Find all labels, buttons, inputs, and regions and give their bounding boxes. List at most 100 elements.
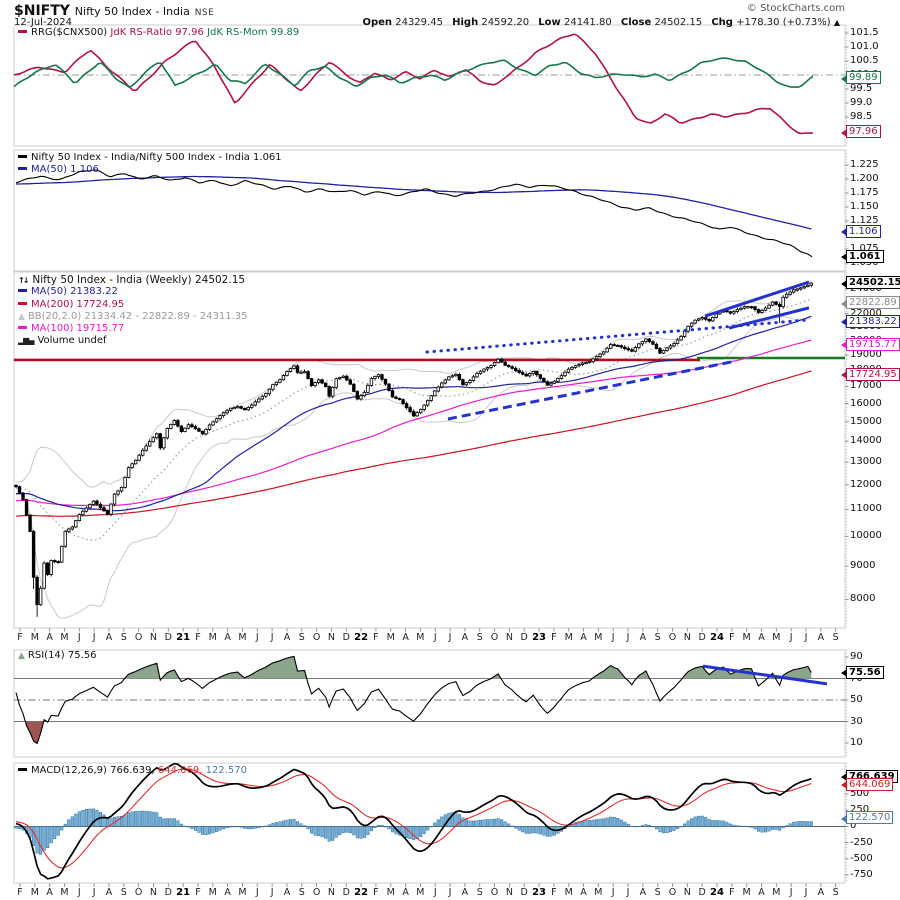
y-tick-rsi: 10 <box>850 737 863 748</box>
x-axis-label: F <box>729 887 735 898</box>
price-title: Nifty 50 Index - India (Weekly) 24502.15 <box>32 274 246 286</box>
y-tick-rrg: 99.5 <box>850 83 873 94</box>
x-axis-label: J <box>626 887 630 898</box>
ratio-ma-swatch-icon <box>18 167 27 171</box>
high-label: High <box>452 17 479 28</box>
x-axis-label: M <box>386 631 395 643</box>
x-axis-label: J <box>433 631 437 643</box>
x-axis-label: M <box>208 631 217 643</box>
x-axis-label: 21 <box>176 631 191 643</box>
price-plot <box>14 280 845 619</box>
ma200-line <box>15 370 812 517</box>
ma100-line <box>15 339 812 507</box>
y-tick-rsi: 50 <box>850 694 863 705</box>
x-axis-label: A <box>817 631 825 643</box>
x-axis-label: S <box>654 631 661 643</box>
rs-momentum-line <box>14 57 813 89</box>
y-tick-price: 13000 <box>850 456 882 468</box>
y-tick-price: 9000 <box>850 560 876 572</box>
y-tick-macd: -250 <box>850 836 873 848</box>
x-axis-label: F <box>373 631 379 643</box>
x-axis-label: M <box>238 631 247 643</box>
x-axis-label: J <box>77 887 81 898</box>
x-axis-label: N <box>505 631 513 643</box>
header-title: $NIFTY Nifty 50 Index - India NSE <box>14 3 214 19</box>
ratio-ma-label: MA(50) 1.106 <box>31 164 99 176</box>
y-tick-ratio: 1.175 <box>850 187 879 198</box>
y-tick-ratio: 1.225 <box>850 159 879 170</box>
x-axis-label: F <box>729 631 735 643</box>
high-value: 24592.20 <box>481 17 530 28</box>
macd-plot <box>14 763 845 880</box>
x-axis-label: N <box>149 631 158 643</box>
x-axis-label: F <box>551 887 557 898</box>
x-axis-label: A <box>639 631 647 643</box>
bb-icon: ▲ <box>18 311 25 322</box>
volume-label: Volume undef <box>37 335 107 347</box>
x-axis-label: D <box>342 887 350 898</box>
y-tick-rrg: 101.5 <box>850 27 879 38</box>
y-tick-price: 10000 <box>850 530 882 542</box>
macd-legend: MACD(12,26,9) 766.639, 644.069, 122.570 <box>18 765 247 777</box>
x-axis-label: A <box>402 887 409 898</box>
x-axis-label: M <box>416 887 425 898</box>
macd-signal-value: 644.069, <box>157 765 206 776</box>
candlestick-icon: ↑↓ <box>18 276 29 285</box>
rsi-oversold-fill <box>16 721 812 744</box>
change-value: +178.30 (+0.73%) <box>736 17 831 28</box>
x-axis-label: A <box>817 887 825 898</box>
bb-upper-band <box>15 280 812 488</box>
axis-value-box-macd: 122.570 <box>840 811 894 825</box>
y-tick-price: 11000 <box>850 503 882 515</box>
y-tick-macd: 0 <box>850 820 857 832</box>
y-tick-price: 17000 <box>850 380 882 392</box>
y-tick-price: 16000 <box>850 397 882 409</box>
x-axis-label: 23 <box>532 631 547 643</box>
x-axis-label: M <box>594 887 603 898</box>
x-axis-label: N <box>327 631 335 643</box>
up-arrow-icon: ▲ <box>833 18 840 27</box>
x-axis-label: A <box>224 631 231 643</box>
x-axis-label: N <box>149 887 158 898</box>
x-axis-label: 22 <box>354 631 369 643</box>
x-axis-label: F <box>551 631 557 643</box>
x-axis-label: J <box>270 887 274 898</box>
rrg-rs-ratio-value: JdK RS-Ratio 97.96 <box>110 27 204 38</box>
quote-strip: Open 24329.45 High 24592.20 Low 24141.80… <box>356 17 840 28</box>
x-axis-label: S <box>120 887 127 898</box>
symbol: $NIFTY <box>14 3 70 19</box>
panel-border-p4 <box>13 649 846 758</box>
low-label: Low <box>538 17 561 28</box>
x-axis-label: N <box>683 887 691 898</box>
x-axis-label: J <box>448 887 452 898</box>
x-axis-label: A <box>105 631 113 643</box>
y-tick-ratio: 1.075 <box>850 243 879 254</box>
candlesticks <box>14 282 813 617</box>
x-axis-label: O <box>490 631 499 643</box>
bb-middle-band <box>15 298 812 541</box>
x-axis-label: J <box>789 631 793 643</box>
axis-value-box-price: 17724.95 <box>841 367 900 381</box>
y-tick-macd: 500 <box>850 788 870 799</box>
y-tick-price: 22000 <box>850 307 882 319</box>
x-axis-label: A <box>283 887 291 898</box>
x-axis-label: 24 <box>710 631 724 643</box>
x-axis-label: 21 <box>176 887 191 898</box>
x-axis-label: S <box>120 631 127 643</box>
y-tick-rrg: 98.5 <box>850 111 873 122</box>
x-axis-label: S <box>832 631 839 643</box>
exchange-label: NSE <box>194 8 215 18</box>
ma200-label: MA(200) 17724.95 <box>31 298 125 310</box>
x-axis-label: J <box>804 631 808 643</box>
ma200-swatch-icon <box>18 301 27 305</box>
x-axis-label: D <box>698 631 706 643</box>
x-axis-label: M <box>208 887 217 898</box>
x-axis-label: J <box>626 631 630 643</box>
x-axis-label: D <box>342 631 350 643</box>
ratio-legend: Nifty 50 Index - India/Nifty 500 Index -… <box>18 152 282 177</box>
x-axis-label: F <box>195 631 201 643</box>
x-axis-label: A <box>580 887 587 898</box>
x-axis-label: O <box>312 631 321 643</box>
